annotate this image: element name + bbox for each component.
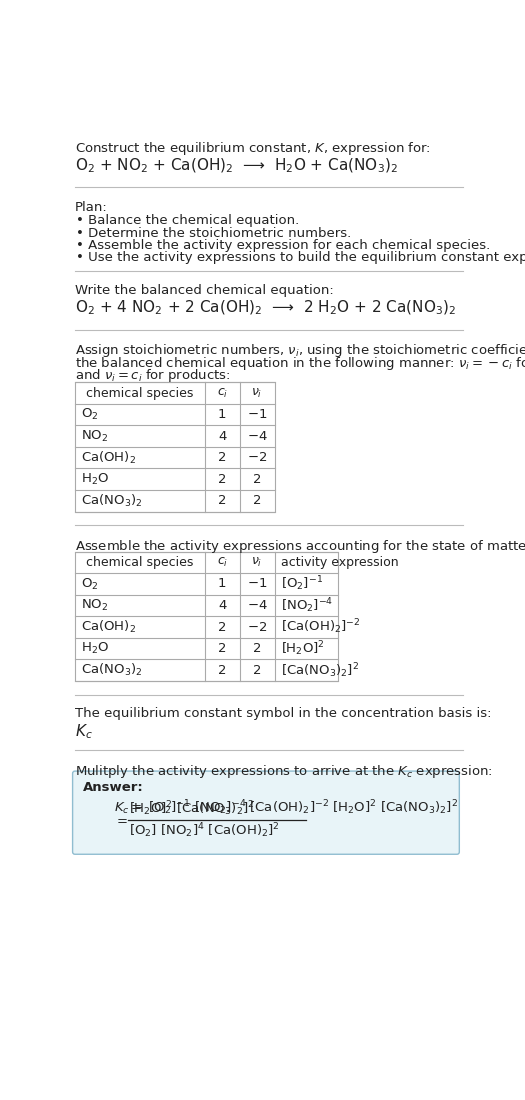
Text: • Assemble the activity expression for each chemical species.: • Assemble the activity expression for e… — [77, 239, 491, 252]
Text: Ca(OH)$_2$: Ca(OH)$_2$ — [81, 450, 136, 465]
Text: • Balance the chemical equation.: • Balance the chemical equation. — [77, 214, 300, 228]
Text: Assign stoichiometric numbers, $\nu_i$, using the stoichiometric coefficients, $: Assign stoichiometric numbers, $\nu_i$, … — [75, 342, 525, 360]
Text: [O$_2$]$^{-1}$: [O$_2$]$^{-1}$ — [281, 574, 323, 593]
Text: • Determine the stoichiometric numbers.: • Determine the stoichiometric numbers. — [77, 227, 352, 240]
Text: Construct the equilibrium constant, $K$, expression for:: Construct the equilibrium constant, $K$,… — [75, 140, 431, 156]
Text: Ca(NO$_3$)$_2$: Ca(NO$_3$)$_2$ — [81, 493, 143, 509]
Text: 2: 2 — [218, 620, 226, 634]
Text: 2: 2 — [218, 451, 226, 464]
Text: [Ca(NO$_3$)$_2$]$^2$: [Ca(NO$_3$)$_2$]$^2$ — [281, 661, 359, 680]
Text: H$_2$O: H$_2$O — [81, 641, 109, 657]
Text: 2: 2 — [218, 663, 226, 676]
Text: $-$4: $-$4 — [247, 600, 267, 612]
Text: [NO$_2$]$^{-4}$: [NO$_2$]$^{-4}$ — [281, 596, 333, 615]
Text: $-$4: $-$4 — [247, 430, 267, 442]
Text: NO$_2$: NO$_2$ — [81, 429, 109, 443]
Text: • Use the activity expressions to build the equilibrium constant expression.: • Use the activity expressions to build … — [77, 252, 525, 264]
Text: the balanced chemical equation in the following manner: $\nu_i = -c_i$ for react: the balanced chemical equation in the fo… — [75, 354, 525, 372]
Text: $K_c$: $K_c$ — [75, 723, 92, 741]
Text: $\nu_i$: $\nu_i$ — [251, 386, 262, 399]
Text: [H$_2$O]$^2$: [H$_2$O]$^2$ — [281, 639, 325, 658]
Text: Ca(OH)$_2$: Ca(OH)$_2$ — [81, 619, 136, 635]
Text: 4: 4 — [218, 430, 226, 442]
Text: O$_2$: O$_2$ — [81, 576, 99, 592]
Text: 2: 2 — [218, 494, 226, 507]
Text: Mulitply the activity expressions to arrive at the $K_c$ expression:: Mulitply the activity expressions to arr… — [75, 762, 492, 780]
Text: O$_2$: O$_2$ — [81, 407, 99, 422]
Text: H$_2$O: H$_2$O — [81, 472, 109, 487]
Text: $-$1: $-$1 — [247, 408, 267, 421]
Text: $c_i$: $c_i$ — [216, 386, 228, 399]
Text: 2: 2 — [218, 473, 226, 486]
Text: $c_i$: $c_i$ — [216, 556, 228, 569]
Text: $K_c = $ [O$_2$]$^{-1}$ [NO$_2$]$^{-4}$ [Ca(OH)$_2$]$^{-2}$ [H$_2$O]$^2$ [Ca(NO$: $K_c = $ [O$_2$]$^{-1}$ [NO$_2$]$^{-4}$ … — [114, 799, 458, 816]
Text: The equilibrium constant symbol in the concentration basis is:: The equilibrium constant symbol in the c… — [75, 707, 491, 721]
Text: Ca(NO$_3$)$_2$: Ca(NO$_3$)$_2$ — [81, 662, 143, 679]
Text: 4: 4 — [218, 600, 226, 612]
Text: chemical species: chemical species — [86, 556, 194, 569]
Text: 2: 2 — [218, 642, 226, 656]
Text: [H$_2$O]$^2$ [Ca(NO$_3$)$_2$]$^2$: [H$_2$O]$^2$ [Ca(NO$_3$)$_2$]$^2$ — [129, 800, 255, 818]
Text: 2: 2 — [253, 663, 261, 676]
Text: $-$1: $-$1 — [247, 578, 267, 591]
Text: $-$2: $-$2 — [247, 620, 267, 634]
Text: 2: 2 — [253, 473, 261, 486]
Text: O$_2$ + 4 NO$_2$ + 2 Ca(OH)$_2$  ⟶  2 H$_2$O + 2 Ca(NO$_3$)$_2$: O$_2$ + 4 NO$_2$ + 2 Ca(OH)$_2$ ⟶ 2 H$_2… — [75, 299, 456, 318]
FancyBboxPatch shape — [72, 771, 459, 855]
Text: $-$2: $-$2 — [247, 451, 267, 464]
Text: [Ca(OH)$_2$]$^{-2}$: [Ca(OH)$_2$]$^{-2}$ — [281, 618, 361, 637]
Text: O$_2$ + NO$_2$ + Ca(OH)$_2$  ⟶  H$_2$O + Ca(NO$_3$)$_2$: O$_2$ + NO$_2$ + Ca(OH)$_2$ ⟶ H$_2$O + C… — [75, 156, 398, 175]
Text: activity expression: activity expression — [281, 556, 398, 569]
Text: chemical species: chemical species — [86, 386, 194, 399]
Text: [O$_2$] [NO$_2$]$^4$ [Ca(OH)$_2$]$^2$: [O$_2$] [NO$_2$]$^4$ [Ca(OH)$_2$]$^2$ — [129, 821, 280, 839]
Text: 1: 1 — [218, 578, 226, 591]
Text: Answer:: Answer: — [82, 781, 143, 794]
Text: $\nu_i$: $\nu_i$ — [251, 556, 262, 569]
Text: and $\nu_i = c_i$ for products:: and $\nu_i = c_i$ for products: — [75, 367, 230, 384]
Text: 2: 2 — [253, 494, 261, 507]
Text: Plan:: Plan: — [75, 201, 108, 214]
Text: Write the balanced chemical equation:: Write the balanced chemical equation: — [75, 284, 334, 297]
Bar — [75, 552, 339, 681]
Text: Assemble the activity expressions accounting for the state of matter and $\nu_i$: Assemble the activity expressions accoun… — [75, 538, 525, 554]
Text: 2: 2 — [253, 642, 261, 656]
Text: 1: 1 — [218, 408, 226, 421]
Text: $=$: $=$ — [114, 813, 128, 826]
Bar — [75, 383, 275, 512]
Text: NO$_2$: NO$_2$ — [81, 598, 109, 613]
